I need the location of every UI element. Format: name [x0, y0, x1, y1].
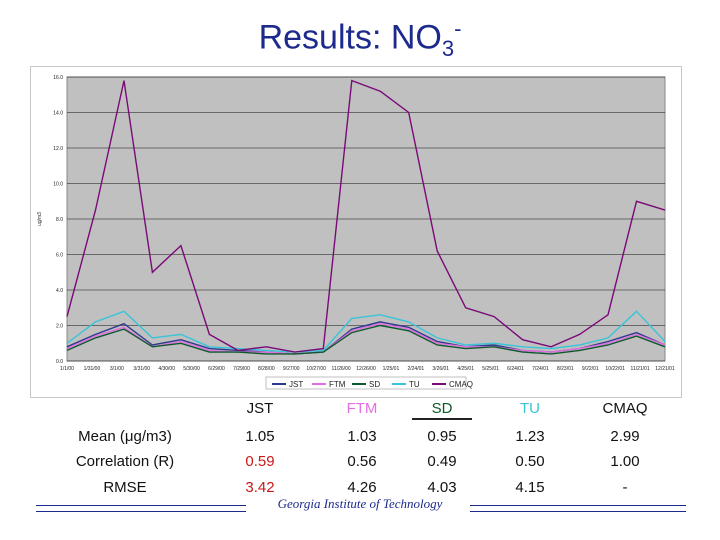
series-line-tu: [66, 310, 666, 353]
x-tick-label: 4/25/01: [457, 366, 474, 372]
x-tick-label: 6/24/01: [507, 366, 524, 372]
corr-ftm: 0.56: [347, 453, 377, 470]
mean-ftm: 1.03: [347, 428, 377, 445]
corr-sd: 0.49: [427, 453, 457, 470]
x-tick-label: 3/1/00: [110, 366, 124, 372]
rmse-sd: 4.03: [427, 479, 457, 496]
series-line-cmaq: [66, 79, 666, 353]
x-tick-label: 9/27/00: [283, 366, 300, 372]
mean-cmaq: 2.99: [610, 428, 640, 445]
x-tick-label: 10/22/01: [605, 366, 625, 372]
footer-rule-left: [36, 505, 246, 512]
legend-label-ftm: FTM: [329, 380, 346, 389]
y-tick-label: 6.0: [56, 253, 63, 259]
x-tick-label: 10/27/00: [306, 366, 326, 372]
row-label-rmse: RMSE: [103, 479, 147, 496]
y-tick-label: 0.0: [56, 359, 63, 365]
x-tick-label: 9/22/01: [582, 366, 599, 372]
mean-tu: 1.23: [515, 428, 545, 445]
y-tick-label: 8.0: [56, 217, 63, 223]
stats-row-rmse: RMSE 3.42 4.26 4.03 4.15 -: [30, 479, 700, 503]
col-header-jst: JST: [246, 400, 274, 417]
rmse-ftm: 4.26: [347, 479, 377, 496]
x-tick-label: 8/23/01: [557, 366, 574, 372]
x-tick-label: 2/24/01: [407, 366, 424, 372]
chart-svg: 0.0 2.0 4.0 6.0 8.0 10.0 12.0 14.0 16.0 ug/m3 1/1/…: [37, 75, 675, 390]
y-tick-label: 10.0: [53, 182, 63, 188]
y-axis-label: ug/m3: [37, 212, 43, 226]
slide-title: Results: NO3-: [0, 16, 720, 62]
x-tick-label: 1/31/00: [84, 366, 101, 372]
title-subscript: 3: [441, 36, 455, 62]
col-header-cmaq: CMAQ: [602, 400, 648, 417]
y-tick-label: 2.0: [56, 324, 63, 330]
sd-underline: [412, 418, 472, 420]
mean-jst: 1.05: [245, 428, 275, 445]
stats-row-correlation: Correlation (R) 0.59 0.56 0.49 0.50 1.00: [30, 453, 700, 477]
legend-label-cmaq: CMAQ: [449, 380, 473, 389]
x-tick-label: 11/26/00: [332, 366, 351, 372]
x-tick-label: 3/31/00: [133, 366, 150, 372]
x-tick-label: 6/29/00: [208, 366, 225, 372]
x-tick-label: 7/24/01: [532, 366, 549, 372]
series-line-ftm: [66, 322, 666, 355]
x-tick-label: 8/28/00: [258, 366, 275, 372]
corr-jst: 0.59: [245, 453, 275, 470]
footer-text: Georgia Institute of Technology: [277, 496, 443, 511]
y-tick-label: 14.0: [53, 111, 63, 117]
col-header-sd: SD: [431, 400, 453, 417]
x-tick-label: 12/26/00: [356, 366, 376, 372]
x-tick-label: 3/26/01: [432, 366, 449, 372]
legend-label-sd: SD: [369, 380, 380, 389]
x-tick-label: 12/21/01: [655, 366, 675, 372]
y-tick-label: 4.0: [56, 288, 63, 294]
series-line-sd: [66, 324, 666, 355]
legend-label-jst: JST: [289, 380, 303, 389]
col-header-tu: TU: [520, 400, 540, 417]
corr-cmaq: 1.00: [610, 453, 640, 470]
rmse-tu: 4.15: [515, 479, 545, 496]
x-tick-label: 1/1/00: [60, 366, 74, 372]
rmse-cmaq: -: [622, 479, 628, 496]
stats-row-mean: Mean (μg/m3) 1.05 1.03 0.95 1.23 2.99: [30, 428, 700, 452]
row-label-correlation: Correlation (R): [75, 453, 175, 470]
stats-header-row: JST FTM SD TU CMAQ: [30, 400, 700, 424]
x-tick-label: 7/29/00: [233, 366, 250, 372]
footer-rule-right: [470, 505, 686, 512]
corr-tu: 0.50: [515, 453, 545, 470]
mean-sd: 0.95: [427, 428, 457, 445]
title-superscript: -: [454, 16, 462, 41]
time-series-chart: 0.0 2.0 4.0 6.0 8.0 10.0 12.0 14.0 16.0 ug/m3 1/1/…: [30, 66, 682, 398]
x-tick-label: 5/25/01: [482, 366, 499, 372]
x-tick-label: 5/30/00: [183, 366, 200, 372]
x-tick-label: 11/21/01: [631, 366, 650, 372]
y-tick-label: 16.0: [53, 75, 63, 81]
rmse-jst: 3.42: [245, 479, 275, 496]
row-label-mean: Mean (μg/m3): [78, 428, 172, 445]
col-header-ftm: FTM: [346, 400, 378, 417]
x-tick-label: 1/25/01: [383, 366, 400, 372]
legend-label-tu: TU: [409, 380, 420, 389]
x-tick-label: 4/30/00: [158, 366, 175, 372]
title-main: Results: NO: [258, 18, 442, 57]
y-tick-label: 12.0: [53, 146, 63, 152]
